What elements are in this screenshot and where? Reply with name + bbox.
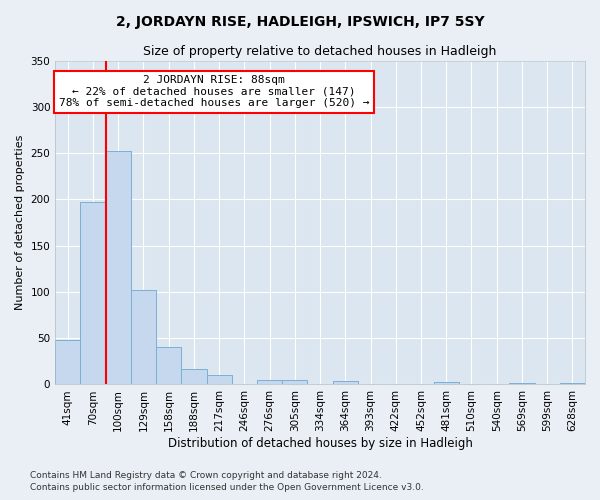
Text: 2, JORDAYN RISE, HADLEIGH, IPSWICH, IP7 5SY: 2, JORDAYN RISE, HADLEIGH, IPSWICH, IP7 … [116, 15, 484, 29]
Bar [156, 348, 181, 385]
Text: 2 JORDAYN RISE: 88sqm
← 22% of detached houses are smaller (147)
78% of semi-det: 2 JORDAYN RISE: 88sqm ← 22% of detached … [59, 75, 370, 108]
Bar [181, 368, 206, 384]
Bar [131, 290, 156, 384]
Bar [206, 375, 232, 384]
Bar [106, 151, 131, 384]
Title: Size of property relative to detached houses in Hadleigh: Size of property relative to detached ho… [143, 45, 497, 58]
Text: Contains HM Land Registry data © Crown copyright and database right 2024.: Contains HM Land Registry data © Crown c… [30, 470, 382, 480]
Bar [282, 380, 307, 384]
Text: Contains public sector information licensed under the Open Government Licence v3: Contains public sector information licen… [30, 483, 424, 492]
X-axis label: Distribution of detached houses by size in Hadleigh: Distribution of detached houses by size … [167, 437, 473, 450]
Bar [434, 382, 459, 384]
Bar [55, 340, 80, 384]
Bar [509, 382, 535, 384]
Bar [332, 381, 358, 384]
Bar [80, 202, 106, 384]
Bar [560, 382, 585, 384]
Bar [257, 380, 282, 384]
Y-axis label: Number of detached properties: Number of detached properties [15, 135, 25, 310]
